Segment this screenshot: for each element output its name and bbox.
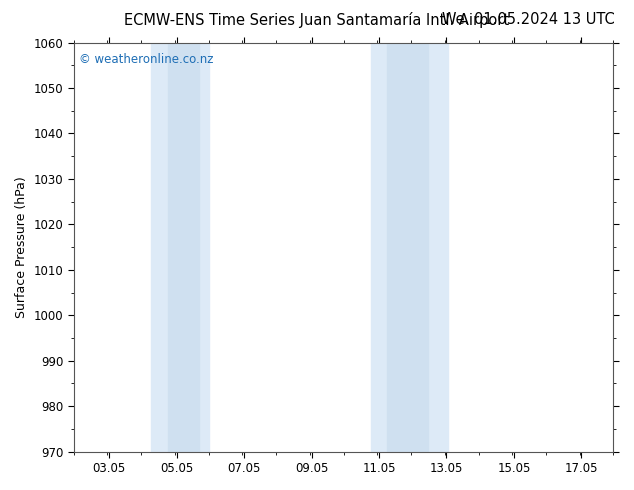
Text: ECMW-ENS Time Series Juan Santamaría Intl. Airport: ECMW-ENS Time Series Juan Santamaría Int…	[124, 12, 510, 28]
Bar	[387, 43, 428, 452]
Bar	[370, 43, 448, 452]
Text: © weatheronline.co.nz: © weatheronline.co.nz	[79, 53, 214, 66]
Bar	[152, 43, 209, 452]
Text: We. 01.05.2024 13 UTC: We. 01.05.2024 13 UTC	[443, 12, 615, 27]
Bar	[168, 43, 198, 452]
Y-axis label: Surface Pressure (hPa): Surface Pressure (hPa)	[15, 176, 28, 318]
